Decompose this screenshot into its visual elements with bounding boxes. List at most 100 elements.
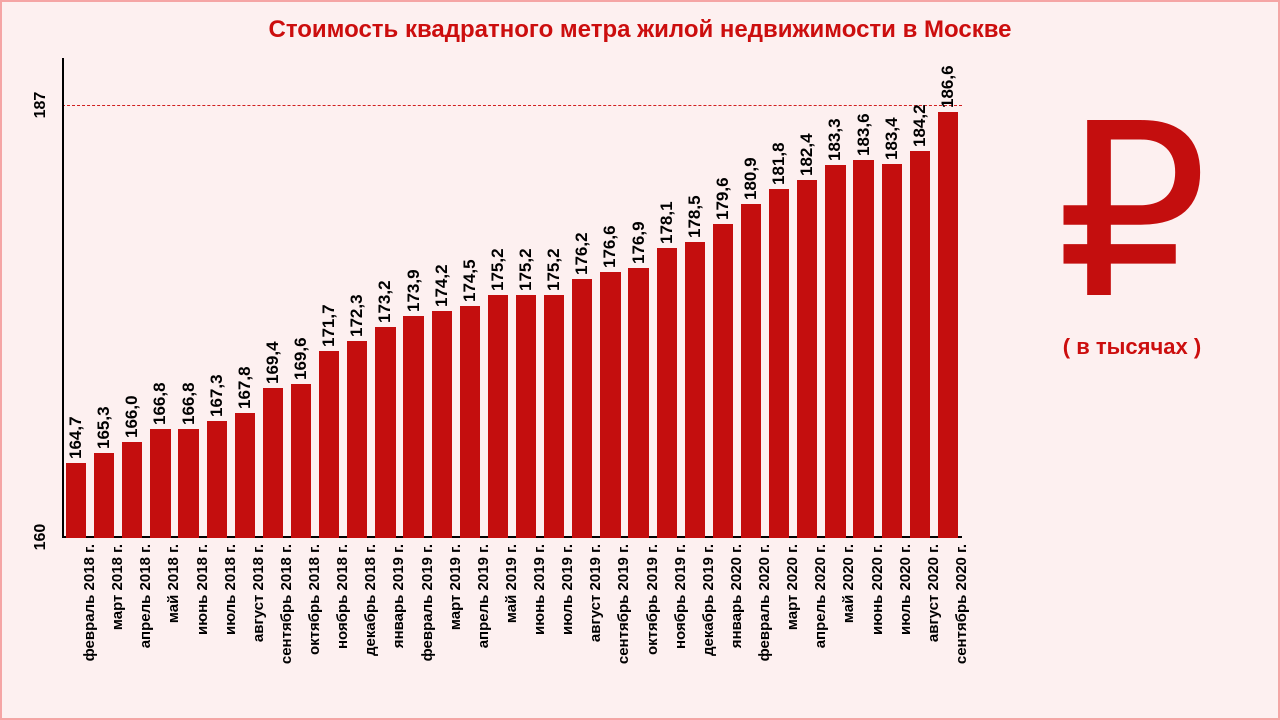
x-category-label: сентябрь 2020 г. [953,544,970,664]
bar: 181,8 [769,189,789,538]
bar: 174,2 [432,311,452,538]
bar-value-label: 178,5 [685,195,705,238]
x-category-label: ноябрь 2018 г. [334,544,351,649]
bar: 179,6 [713,224,733,538]
x-category-label: апрель 2018 г. [137,544,154,648]
bar-value-label: 175,2 [544,248,564,291]
bar: 175,2 [516,295,536,538]
bar-value-label: 169,4 [263,341,283,384]
chart-frame: Стоимость квадратного метра жилой недвиж… [0,0,1280,720]
y-tick-label: 160 [32,522,50,552]
bar: 172,3 [347,341,367,538]
bar: 164,7 [66,463,86,538]
x-category-label: август 2018 г. [250,544,267,642]
bar-value-label: 180,9 [741,157,761,200]
x-category-label: май 2019 г. [503,544,520,623]
bar-value-label: 173,9 [404,269,424,312]
bar: 173,9 [403,316,423,538]
x-category-label: май 2018 г. [165,544,182,623]
x-category-label: май 2020 г. [840,544,857,623]
bar: 184,2 [910,151,930,538]
bar: 166,8 [178,429,198,538]
bar-value-label: 183,3 [825,119,845,162]
bar: 169,6 [291,384,311,538]
bar: 178,5 [685,242,705,538]
x-category-label: июнь 2019 г. [531,544,548,635]
bar-value-label: 166,8 [179,383,199,426]
ruble-caption: ( в тысячах ) [1002,334,1262,360]
bar-value-label: 178,1 [657,202,677,245]
chart-title: Стоимость квадратного метра жилой недвиж… [2,16,1278,44]
bar: 183,3 [825,165,845,538]
x-category-label: сентябрь 2018 г. [278,544,295,664]
bar-value-label: 184,2 [910,104,930,147]
bar: 173,2 [375,327,395,538]
x-category-label: декабрь 2018 г. [362,544,379,656]
bar-value-label: 175,2 [516,248,536,291]
bar-value-label: 186,6 [938,66,958,109]
x-category-label: август 2019 г. [587,544,604,642]
x-category-label: апрель 2020 г. [812,544,829,648]
x-category-label: март 2019 г. [447,544,464,630]
bar: 169,4 [263,388,283,538]
x-category-label: сентябрь 2019 г. [615,544,632,664]
bar-value-label: 175,2 [488,248,508,291]
bar: 186,6 [938,112,958,538]
x-category-label: март 2018 г. [109,544,126,630]
bar-value-label: 176,6 [600,226,620,269]
bars-container: 164,7 165,3 166,0 166,8 166,8 167,3 167,8 169,4… [62,58,962,538]
bar: 165,3 [94,453,114,538]
bar-value-label: 174,5 [460,259,480,302]
x-category-label: июнь 2018 г. [194,544,211,635]
x-category-label: октябрь 2019 г. [644,544,661,655]
bar-value-label: 174,2 [432,264,452,307]
x-category-label: январь 2019 г. [390,544,407,648]
bar-value-label: 167,8 [235,367,255,410]
x-category-label: декабрь 2019 г. [700,544,717,656]
bar: 166,0 [122,442,142,538]
bar-value-label: 179,6 [713,178,733,221]
bar-value-label: 183,4 [882,117,902,160]
x-category-label: ноябрь 2019 г. [672,544,689,649]
bar-value-label: 169,6 [291,338,311,381]
x-category-label: февраль 2019 г. [419,544,436,661]
bar-value-label: 176,2 [572,232,592,275]
bar-value-label: 181,8 [769,143,789,186]
bar-value-label: 173,2 [375,280,395,323]
x-category-label: июль 2020 г. [897,544,914,635]
bar-value-label: 166,8 [150,383,170,426]
ruble-block: ₽ ( в тысячах ) [1002,112,1262,360]
x-category-label: февраль 2020 г. [756,544,773,661]
x-category-label: июль 2018 г. [222,544,239,635]
x-category-label: июнь 2020 г. [869,544,886,635]
bar-value-label: 183,6 [854,114,874,157]
bar-value-label: 171,7 [319,304,339,347]
bar: 176,2 [572,279,592,538]
bar: 176,6 [600,272,620,538]
x-category-label: август 2020 г. [925,544,942,642]
y-tick-label: 187 [32,90,50,120]
bar: 175,2 [544,295,564,538]
bar: 171,7 [319,351,339,538]
bar: 182,4 [797,180,817,538]
bar: 183,4 [882,164,902,538]
bar-value-label: 172,3 [347,295,367,338]
x-category-label: октябрь 2018 г. [306,544,323,655]
bar: 180,9 [741,204,761,538]
bar-value-label: 166,0 [122,395,142,438]
x-category-label: март 2020 г. [784,544,801,630]
bar-value-label: 167,3 [207,375,227,418]
bar: 176,9 [628,268,648,538]
bar: 174,5 [460,306,480,538]
ruble-icon: ₽ [1002,112,1262,316]
bar: 175,2 [488,295,508,538]
bar: 167,3 [207,421,227,538]
bar: 166,8 [150,429,170,538]
x-category-label: июль 2019 г. [559,544,576,635]
x-category-label: апрель 2019 г. [475,544,492,648]
bar-value-label: 165,3 [94,407,114,450]
bar: 167,8 [235,413,255,538]
bar-value-label: 164,7 [66,416,86,459]
bar-value-label: 176,9 [629,221,649,264]
x-category-label: февраль 2018 г. [81,544,98,661]
